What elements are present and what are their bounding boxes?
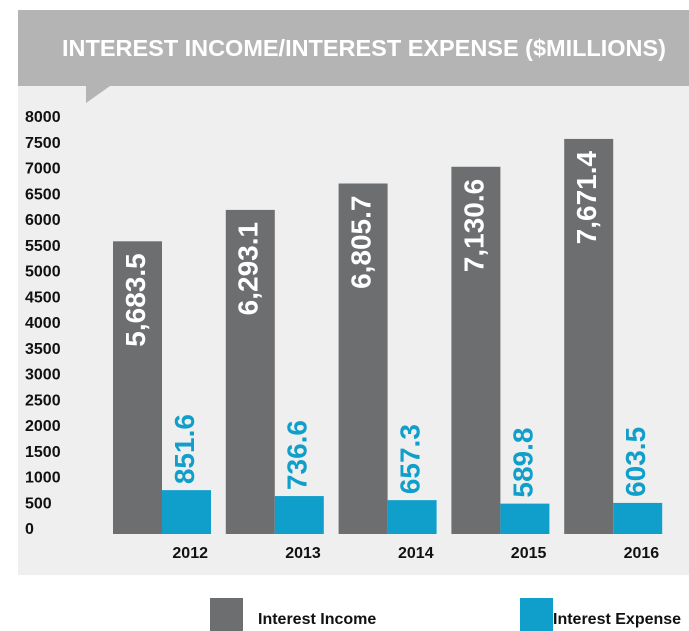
y-tick-label: 8000 <box>25 109 61 126</box>
value-label: 657.3 <box>394 424 425 494</box>
y-tick-label: 2000 <box>25 418 61 435</box>
value-label: 851.6 <box>169 414 200 484</box>
y-tick-label: 500 <box>25 495 52 512</box>
bar <box>113 241 162 534</box>
x-tick-label: 2013 <box>285 545 321 562</box>
value-label: 6,805.7 <box>345 196 376 289</box>
legend-swatch <box>520 598 553 631</box>
bar <box>387 500 437 534</box>
bar <box>613 502 663 534</box>
y-tick-label: 5500 <box>25 238 61 255</box>
value-label: 603.5 <box>620 427 651 497</box>
y-tick-label: 4500 <box>25 289 61 306</box>
y-tick-label: 4000 <box>25 315 61 332</box>
value-label: 6,293.1 <box>233 222 264 315</box>
y-tick-label: 6000 <box>25 212 61 229</box>
bar <box>274 496 324 534</box>
y-tick-label: 3500 <box>25 341 61 358</box>
y-tick-label: 7500 <box>25 135 61 152</box>
bar <box>225 209 275 535</box>
banner-tail <box>86 86 110 103</box>
value-label: 7,130.6 <box>458 179 489 272</box>
chart-title: INTEREST INCOME/INTEREST EXPENSE ($MILLI… <box>62 35 666 61</box>
y-tick-label: 1000 <box>25 470 61 487</box>
y-tick-label: 0 <box>25 521 34 538</box>
y-tick-label: 7000 <box>25 161 61 178</box>
bar <box>451 166 501 534</box>
y-tick-label: 2500 <box>25 392 61 409</box>
x-tick-label: 2012 <box>172 545 208 562</box>
bar <box>564 138 614 534</box>
y-tick-label: 6500 <box>25 186 61 203</box>
bar <box>338 183 388 534</box>
y-tick-label: 5000 <box>25 264 61 281</box>
bar <box>162 490 211 534</box>
legend-label: Interest Expense <box>553 611 681 628</box>
y-tick-label: 1500 <box>25 444 61 461</box>
value-label: 5,683.5 <box>120 253 151 346</box>
x-tick-label: 2016 <box>624 545 660 562</box>
value-label: 589.8 <box>507 428 538 498</box>
x-tick-label: 2015 <box>511 545 547 562</box>
x-tick-label: 2014 <box>398 545 434 562</box>
value-label: 736.6 <box>282 420 313 490</box>
value-label: 7,671.4 <box>571 150 602 244</box>
legend-swatch <box>210 598 243 631</box>
title-banner <box>18 10 689 86</box>
y-tick-label: 3000 <box>25 367 61 384</box>
legend-label: Interest Income <box>258 611 376 628</box>
bar <box>500 503 550 534</box>
